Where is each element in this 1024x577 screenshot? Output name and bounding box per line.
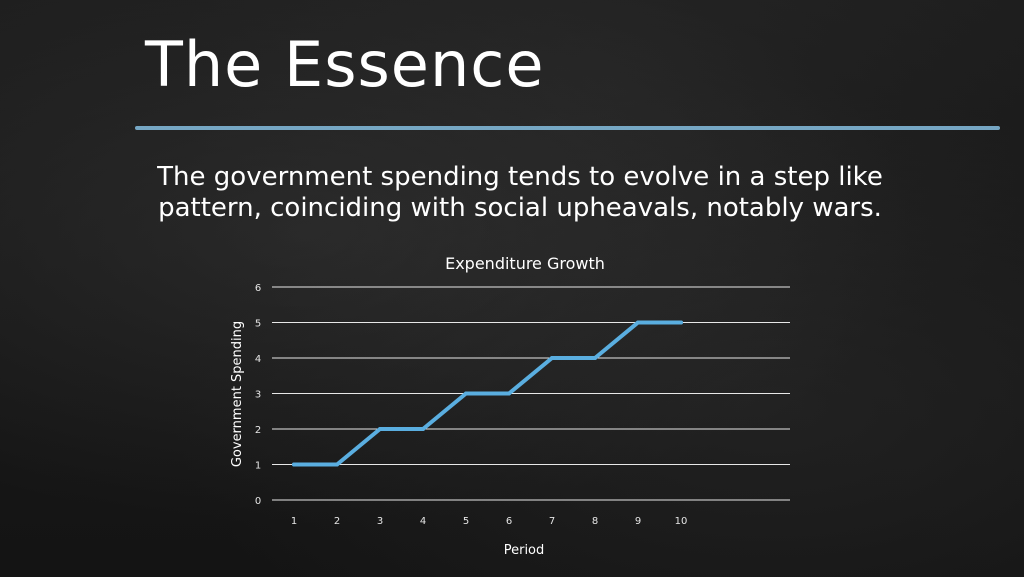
x-tick-label: 1 bbox=[291, 516, 297, 527]
x-tick-label: 9 bbox=[635, 516, 641, 527]
x-tick-labels: 1 2 3 4 5 6 7 8 9 10 bbox=[291, 516, 688, 527]
data-point bbox=[335, 462, 339, 467]
x-axis-label: Period bbox=[504, 543, 545, 558]
slide-subtitle: The government spending tends to evolve … bbox=[157, 162, 883, 223]
data-point bbox=[636, 320, 640, 325]
data-point bbox=[421, 427, 425, 431]
slide-title: The Essence bbox=[145, 28, 545, 101]
title-divider bbox=[135, 126, 1000, 130]
series-layer bbox=[292, 320, 683, 467]
y-tick-labels: 0 1 2 3 4 5 6 bbox=[255, 283, 261, 507]
y-tick-label: 0 bbox=[255, 496, 261, 507]
data-point bbox=[464, 391, 468, 396]
data-point bbox=[593, 356, 597, 360]
y-tick-label: 4 bbox=[255, 354, 261, 365]
data-point bbox=[679, 320, 683, 325]
chart-title: Expenditure Growth bbox=[445, 254, 605, 273]
y-tick-label: 5 bbox=[255, 319, 261, 330]
x-tick-label: 5 bbox=[463, 516, 469, 527]
series-line bbox=[292, 320, 683, 467]
gridlines bbox=[272, 286, 790, 501]
x-tick-label: 6 bbox=[506, 516, 512, 527]
y-axis-label: Government Spending bbox=[230, 321, 245, 467]
data-point bbox=[550, 356, 554, 360]
x-tick-label: 7 bbox=[549, 516, 555, 527]
data-point bbox=[292, 462, 296, 467]
x-tick-label: 10 bbox=[675, 516, 688, 527]
x-tick-label: 8 bbox=[592, 516, 598, 527]
x-tick-label: 3 bbox=[377, 516, 383, 527]
x-tick-label: 2 bbox=[334, 516, 340, 527]
data-point bbox=[507, 391, 511, 396]
y-tick-label: 3 bbox=[255, 390, 261, 401]
y-tick-label: 1 bbox=[255, 461, 261, 472]
x-tick-label: 4 bbox=[420, 516, 426, 527]
data-point bbox=[378, 427, 382, 431]
y-tick-label: 6 bbox=[255, 283, 261, 294]
y-tick-label: 2 bbox=[255, 425, 261, 436]
